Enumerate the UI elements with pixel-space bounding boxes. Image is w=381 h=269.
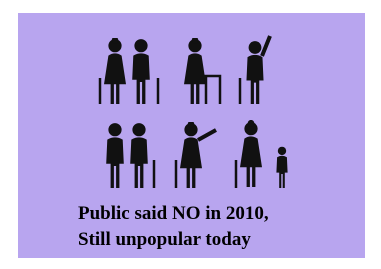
caption-line: Still unpopular today (78, 229, 251, 250)
slide: Public said NO in 2010, Still unpopular … (0, 0, 381, 269)
page: Public said NO in 2010, Still unpopular … (0, 0, 381, 269)
caption-line: Public said NO in 2010, (78, 203, 269, 224)
